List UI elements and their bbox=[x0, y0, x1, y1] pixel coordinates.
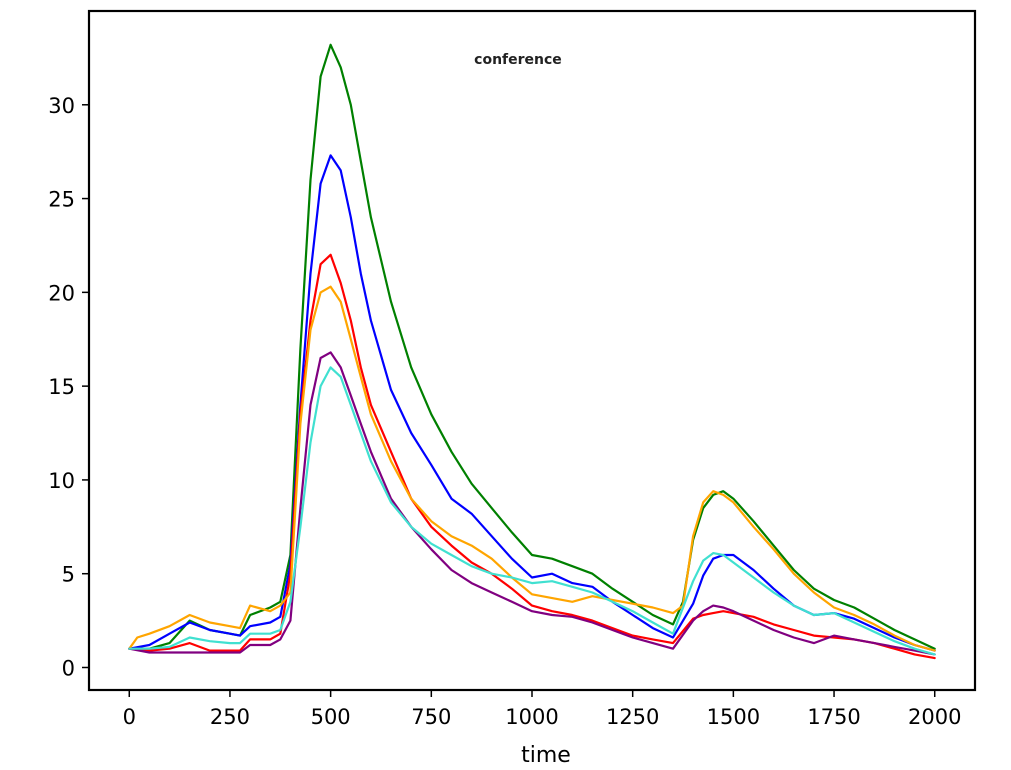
y-tick-label: 15 bbox=[48, 375, 75, 399]
y-tick-label: 5 bbox=[62, 563, 75, 587]
series-line-5 bbox=[128, 351, 936, 656]
y-tick-label: 10 bbox=[48, 469, 75, 493]
x-axis-label: time bbox=[521, 743, 571, 768]
y-axis: 0 5 10 15 20 25 30 bbox=[48, 94, 89, 680]
y-tick-label: 30 bbox=[48, 94, 75, 118]
x-tick-label: 500 bbox=[311, 705, 351, 729]
y-tick-label: 0 bbox=[62, 656, 75, 680]
series-layer bbox=[128, 43, 936, 660]
plot-area bbox=[87, 9, 977, 692]
x-tick-label: 1250 bbox=[606, 705, 659, 729]
x-tick-label: 1500 bbox=[707, 705, 760, 729]
series-line-2 bbox=[128, 154, 936, 652]
x-tick-label: 0 bbox=[123, 705, 136, 729]
x-tick-label: 750 bbox=[411, 705, 451, 729]
y-tick-label: 20 bbox=[48, 281, 75, 305]
x-tick-label: 1750 bbox=[807, 705, 860, 729]
x-tick-label: 1000 bbox=[505, 705, 558, 729]
chart-title: conference bbox=[474, 52, 562, 68]
series-line-6 bbox=[128, 366, 936, 656]
x-tick-label: 250 bbox=[210, 705, 250, 729]
y-tick-label: 25 bbox=[48, 188, 75, 212]
x-axis: 0 250 500 750 1000 1250 1500 1750 2000 bbox=[123, 690, 961, 729]
x-tick-label: 2000 bbox=[908, 705, 961, 729]
series-line-4 bbox=[128, 285, 936, 652]
series-line-1 bbox=[128, 43, 936, 650]
